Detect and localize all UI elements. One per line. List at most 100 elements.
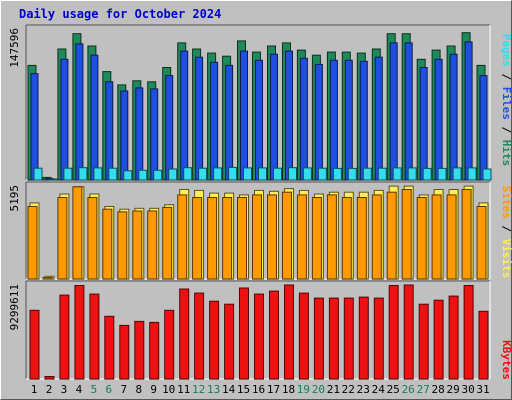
bar-pages-day-28 (437, 167, 447, 181)
bar-pages-day-15 (243, 167, 252, 181)
day-label-23: 23 (357, 383, 370, 396)
bar-pages-day-8 (138, 169, 148, 181)
bar-files-day-10 (165, 75, 174, 181)
bar-sites-day-5 (87, 197, 98, 280)
day-label-11: 11 (177, 383, 190, 396)
bar-pages-day-23 (362, 167, 372, 181)
bar-files-day-29 (449, 53, 458, 181)
y-axis-max-label: 5195 (8, 185, 21, 212)
bar-files-day-26 (404, 42, 413, 181)
bar-sites-day-20 (311, 197, 322, 280)
bar-sites-day-27 (416, 197, 427, 280)
bar-sites-day-13 (207, 197, 218, 280)
bar-pages-day-11 (183, 167, 193, 181)
bar-kbytes-day-8 (134, 320, 145, 380)
bar-pages-day-10 (168, 168, 178, 181)
bar-kbytes-day-18 (284, 284, 294, 380)
bar-sites-day-10 (162, 206, 173, 280)
day-label-27: 27 (417, 383, 430, 396)
bar-files-day-3 (60, 58, 69, 181)
day-label-4: 4 (76, 383, 83, 396)
day-labels: 1 2 3 4 5 6 7 8 9 10 11 12 13 14 15 16 17 18 19 20 21 22 23 24 2… (31, 383, 490, 396)
bar-sites-day-15 (237, 197, 247, 280)
legend-pages: Pages (500, 34, 512, 67)
bar-files-day-4 (75, 43, 84, 181)
day-label-15: 15 (237, 383, 250, 396)
bar-files-day-20 (314, 63, 323, 181)
bar-sites-day-22 (341, 197, 352, 280)
kbytes-panel: 9299611 (8, 280, 491, 380)
bar-kbytes-day-1 (29, 309, 40, 380)
bar-files-day-14 (225, 64, 234, 181)
bar-sites-day-7 (117, 211, 128, 280)
day-label-17: 17 (267, 383, 280, 396)
bar-files-day-1 (30, 73, 39, 181)
day-label-13: 13 (207, 383, 220, 396)
bar-sites-day-14 (222, 197, 233, 280)
bar-kbytes-day-30 (463, 285, 474, 380)
day-label-2: 2 (46, 383, 53, 396)
bar-sites-day-26 (401, 189, 412, 280)
bar-pages-day-26 (407, 167, 417, 181)
bar-kbytes-day-28 (433, 299, 444, 380)
bar-pages-day-9 (153, 169, 163, 181)
bar-kbytes-day-6 (104, 315, 115, 380)
bar-kbytes-day-17 (269, 290, 279, 380)
bar-files-day-30 (464, 41, 473, 181)
bar-files-day-22 (344, 59, 353, 181)
bar-kbytes-day-25 (388, 285, 399, 380)
bar-files-day-17 (270, 53, 278, 181)
bar-files-day-5 (90, 54, 99, 181)
bar-pages-day-16 (258, 167, 267, 181)
bar-pages-day-27 (422, 167, 432, 181)
day-label-10: 10 (162, 383, 175, 396)
bar-kbytes-day-16 (254, 293, 264, 380)
bar-kbytes-day-22 (343, 297, 354, 380)
bar-pages-day-22 (347, 167, 357, 181)
bar-kbytes-day-20 (313, 297, 324, 380)
bar-pages-day-12 (198, 167, 208, 181)
bar-kbytes-day-24 (373, 297, 384, 380)
bar-files-day-27 (419, 67, 428, 181)
bar-sites-day-28 (431, 194, 442, 280)
day-label-8: 8 (135, 383, 142, 396)
bar-kbytes-day-15 (239, 287, 249, 380)
bar-sites-day-21 (326, 194, 337, 280)
day-label-21: 21 (327, 383, 340, 396)
legend-sites-visits: Sites / Visits (500, 186, 512, 279)
bar-sites-day-2 (42, 277, 53, 280)
bar-pages-day-21 (332, 167, 342, 181)
bar-pages-day-31 (482, 168, 492, 181)
legend-sep: / (500, 67, 512, 87)
bar-pages-day-29 (452, 167, 462, 181)
bar-kbytes-day-12 (194, 292, 205, 380)
legend-kbytes-group: KBytes (500, 340, 512, 380)
day-label-28: 28 (431, 383, 444, 396)
bar-sites-day-23 (356, 197, 367, 280)
y-axis-max-label: 147596 (8, 28, 21, 68)
bar-kbytes-day-26 (403, 284, 414, 380)
bar-sites-day-9 (147, 210, 158, 280)
bar-pages-day-30 (467, 167, 477, 181)
bar-files-day-6 (105, 81, 114, 181)
bar-pages-day-5 (93, 167, 103, 181)
bar-sites-day-29 (446, 194, 457, 280)
day-label-16: 16 (252, 383, 265, 396)
day-label-25: 25 (387, 383, 400, 396)
day-label-29: 29 (446, 383, 459, 396)
bar-sites-day-16 (252, 194, 262, 280)
bar-sites-day-19 (296, 194, 307, 280)
bar-sites-day-25 (386, 191, 397, 280)
hits-files-pages-panel: 147596 (8, 24, 492, 181)
day-label-31: 31 (476, 383, 489, 396)
legend-sep: / (500, 219, 512, 239)
bar-kbytes-day-5 (89, 293, 100, 380)
bar-kbytes-day-19 (298, 292, 309, 380)
legend-pages-files-hits: Pages / Files / Hits (500, 34, 512, 167)
bar-files-day-15 (240, 50, 248, 181)
bar-pages-day-7 (123, 170, 133, 181)
bar-files-day-12 (195, 56, 204, 181)
bar-kbytes-day-2 (44, 376, 55, 380)
bar-sites-day-12 (192, 197, 203, 280)
